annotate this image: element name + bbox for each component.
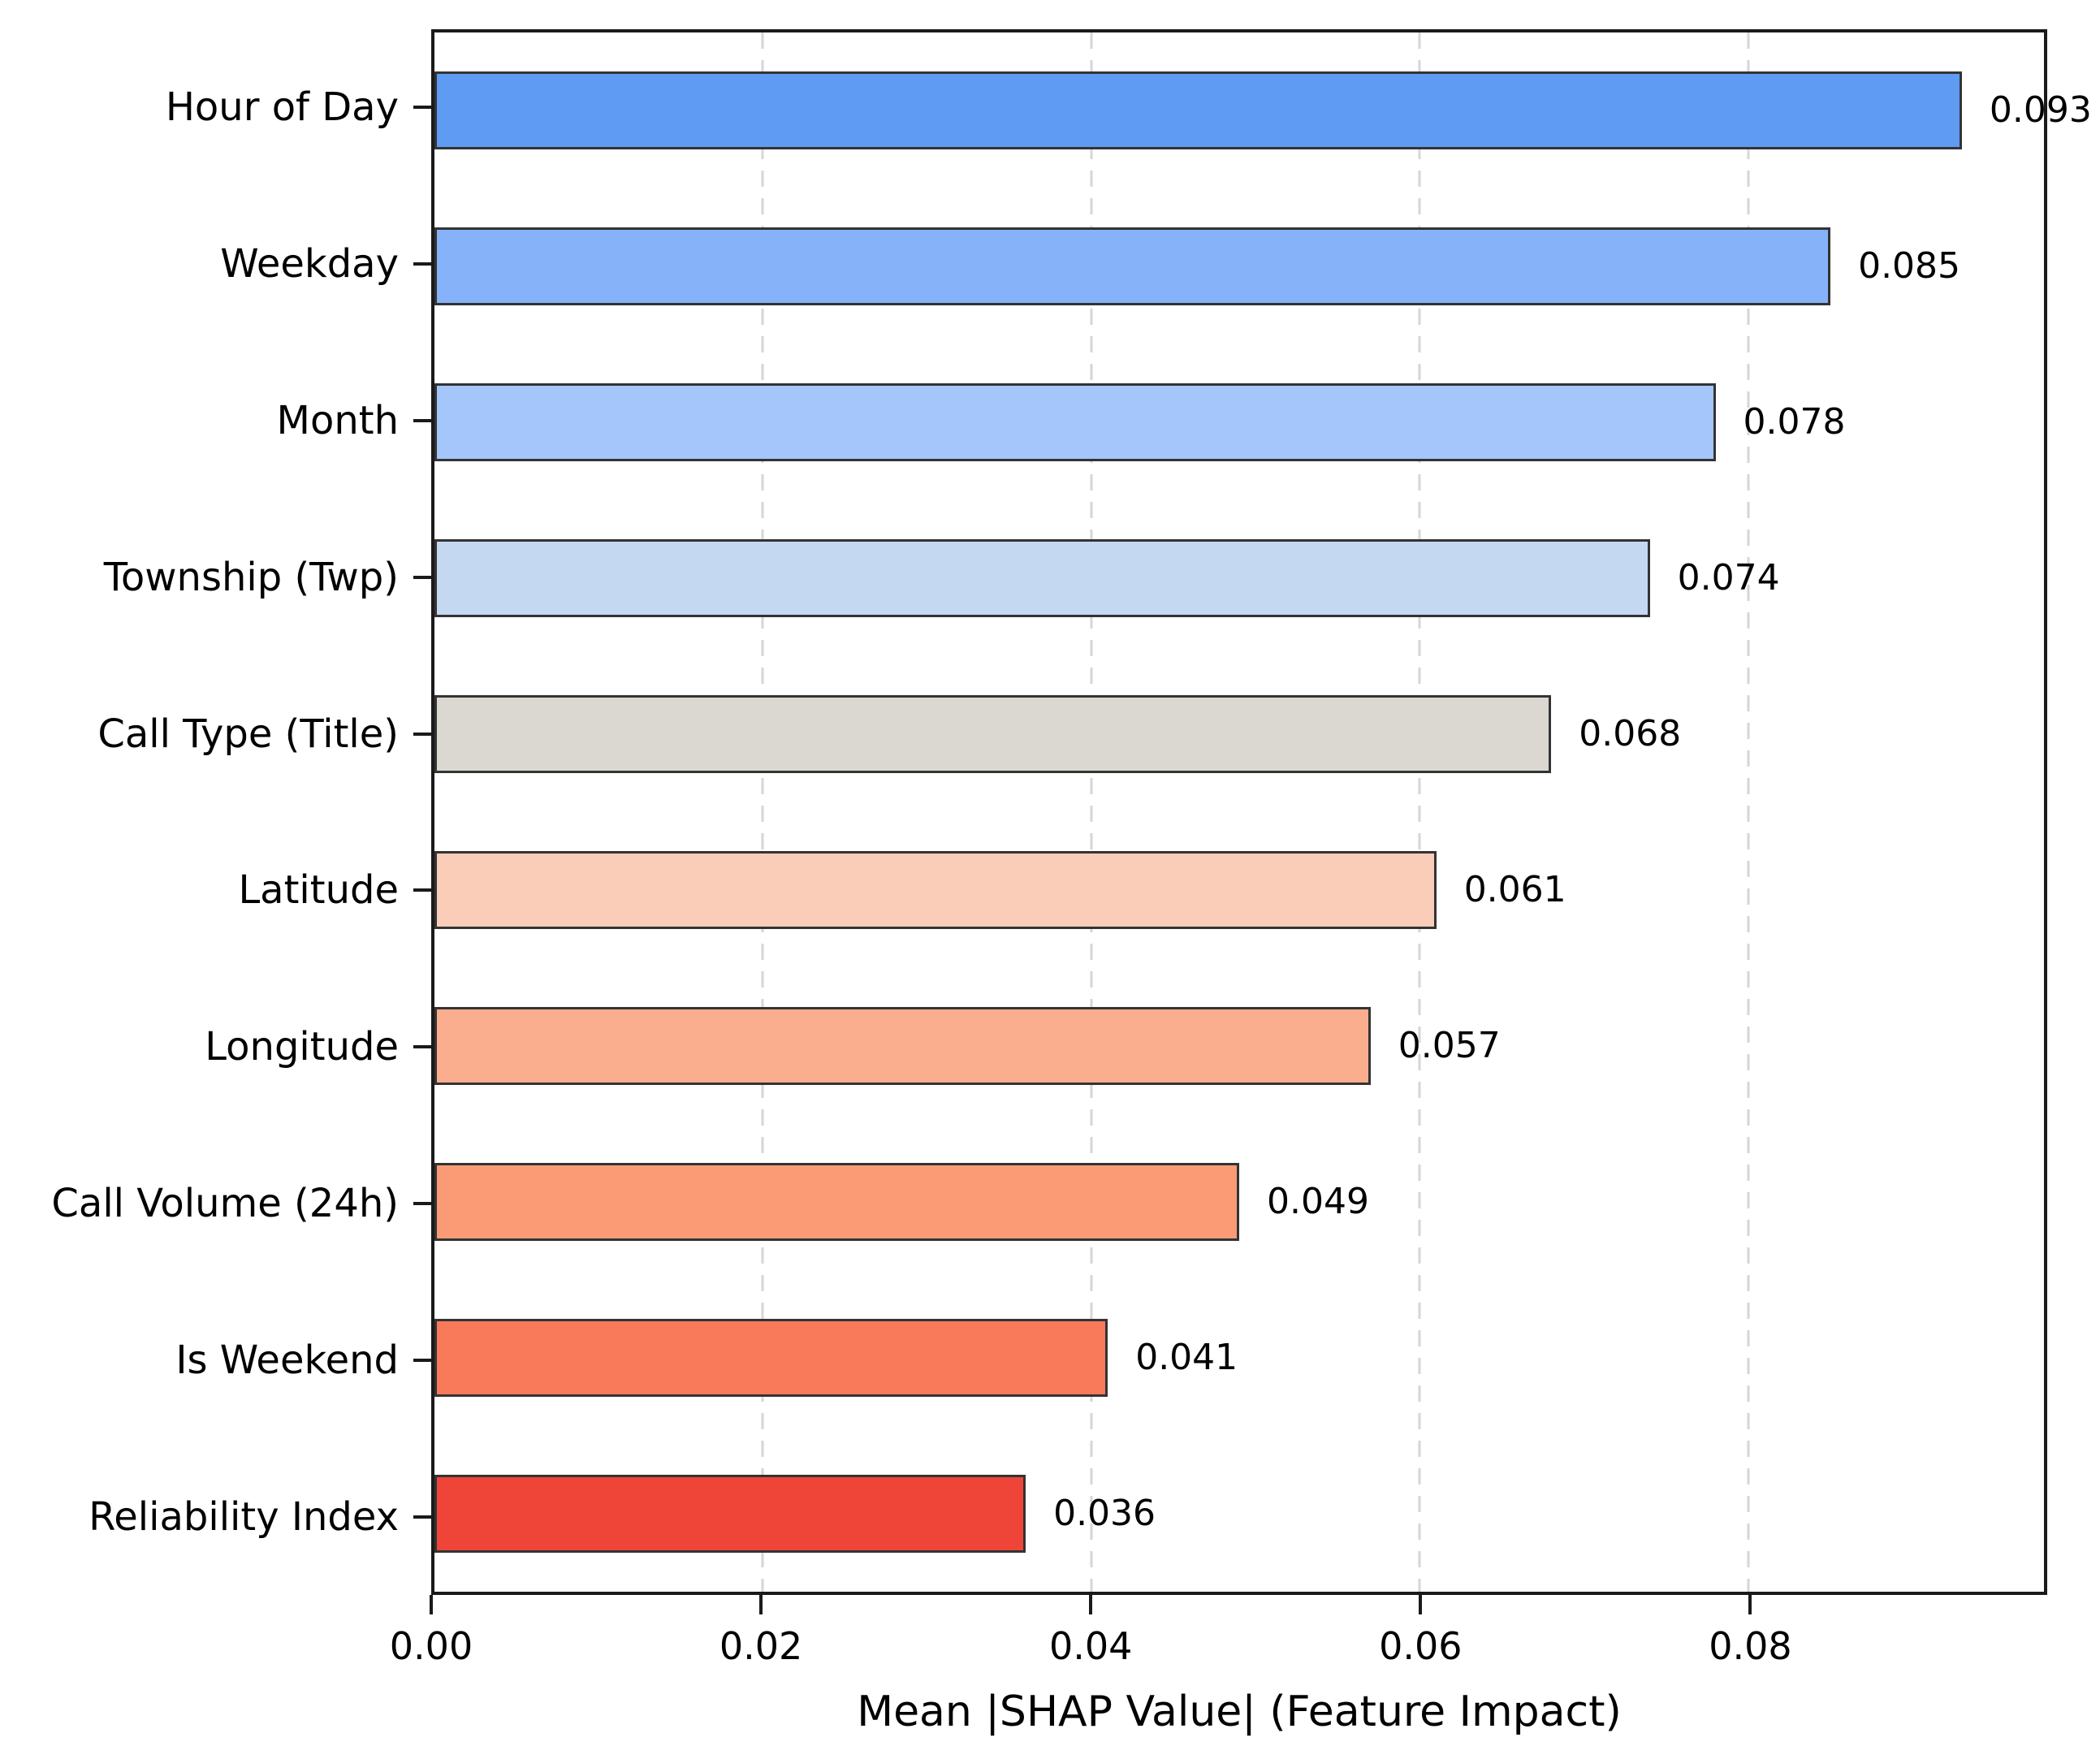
y-axis-label: Latitude [238,867,399,914]
bar-row: 0.074 [434,500,2044,656]
y-axis-label: Township (Twp) [103,554,399,600]
y-axis-row: Call Volume (24h) [0,1126,431,1282]
y-axis-label: Weekday [220,241,399,287]
x-axis: 0.00 0.02 0.04 0.06 0.08 Mean |SHAP Valu… [390,1595,2047,1757]
bar-value-label: 0.036 [1053,1493,1156,1534]
bar-longitude [434,1007,1371,1085]
bar-value-label: 0.049 [1267,1181,1369,1222]
bar-hour-of-day [434,71,1962,149]
gridline [1090,32,1093,1592]
bar-value-label: 0.093 [1989,89,2092,131]
y-axis-row: Reliability Index [0,1438,431,1595]
bar-month [434,383,1716,461]
x-tick-mark [759,1595,763,1614]
bar-row: 0.068 [434,656,2044,812]
x-tick-mark [1089,1595,1093,1614]
y-axis-row: Hour of Day [0,29,431,186]
y-tick-mark [413,1515,431,1519]
y-axis-label: Call Volume (24h) [51,1180,399,1226]
y-tick-mark [413,418,431,422]
x-tick-label: 0.00 [389,1624,473,1668]
bar-row: 0.036 [434,1436,2044,1592]
y-axis-row: Weekday [0,186,431,343]
bar-value-label: 0.061 [1463,869,1566,910]
bar-weekday [434,227,1831,305]
bar-value-label: 0.078 [1743,401,1846,443]
x-tick-label: 0.06 [1379,1624,1463,1668]
x-tick-label: 0.08 [1709,1624,1792,1668]
y-axis-label: Is Weekend [175,1337,399,1383]
y-tick-mark [413,575,431,579]
y-axis-label: Reliability Index [89,1493,399,1540]
gridline [761,32,764,1592]
bar-row: 0.061 [434,812,2044,968]
y-axis-label: Longitude [205,1024,399,1070]
gridline [1418,32,1421,1592]
bar-value-label: 0.068 [1579,713,1682,754]
y-axis-row: Call Type (Title) [0,655,431,812]
x-tick-mark [1748,1595,1752,1614]
y-axis-label: Hour of Day [165,84,399,131]
x-tick-mark [430,1595,433,1614]
x-tick-mark [1419,1595,1423,1614]
bar-value-label: 0.041 [1135,1337,1238,1378]
bar-value-label: 0.057 [1398,1025,1501,1066]
bar-row: 0.093 [434,32,2092,188]
y-axis: Hour of Day Weekday Month Township (Twp)… [0,29,431,1595]
y-tick-mark [413,106,431,110]
y-axis-label: Call Type (Title) [97,711,399,757]
x-tick-label: 0.04 [1049,1624,1133,1668]
bar-row: 0.078 [434,344,2044,500]
y-tick-mark [413,1358,431,1362]
y-tick-mark [413,262,431,266]
bar-township [434,539,1650,617]
bar-row: 0.057 [434,968,2044,1124]
bar-is-weekend [434,1319,1108,1397]
bar-reliability-index [434,1475,1026,1553]
bar-row: 0.085 [434,188,2044,344]
plot-area: 0.093 0.085 0.078 0.074 0.068 0.061 [431,29,2092,1595]
x-tick-label: 0.02 [719,1624,803,1668]
gridline [1747,32,1750,1592]
bar-value-label: 0.085 [1858,245,1961,287]
bar-row: 0.041 [434,1280,2044,1436]
bar-value-label: 0.074 [1677,557,1780,599]
y-tick-mark [413,888,431,892]
y-axis-row: Month [0,343,431,499]
y-tick-mark [413,1201,431,1205]
y-axis-row: Township (Twp) [0,499,431,655]
bar-call-volume-24h [434,1163,1239,1241]
grid-layer [434,32,2044,1592]
bar-rows: 0.093 0.085 0.078 0.074 0.068 0.061 [434,32,2092,1592]
y-tick-mark [413,1045,431,1049]
y-axis-label: Month [276,397,399,443]
y-axis-row: Longitude [0,969,431,1126]
bar-call-type [434,695,1552,773]
x-axis-title: Mean |SHAP Value| (Feature Impact) [857,1688,1622,1736]
y-tick-mark [413,732,431,736]
y-axis-row: Latitude [0,812,431,969]
bar-row: 0.049 [434,1124,2044,1280]
bar-latitude [434,851,1437,929]
y-axis-row: Is Weekend [0,1281,431,1438]
